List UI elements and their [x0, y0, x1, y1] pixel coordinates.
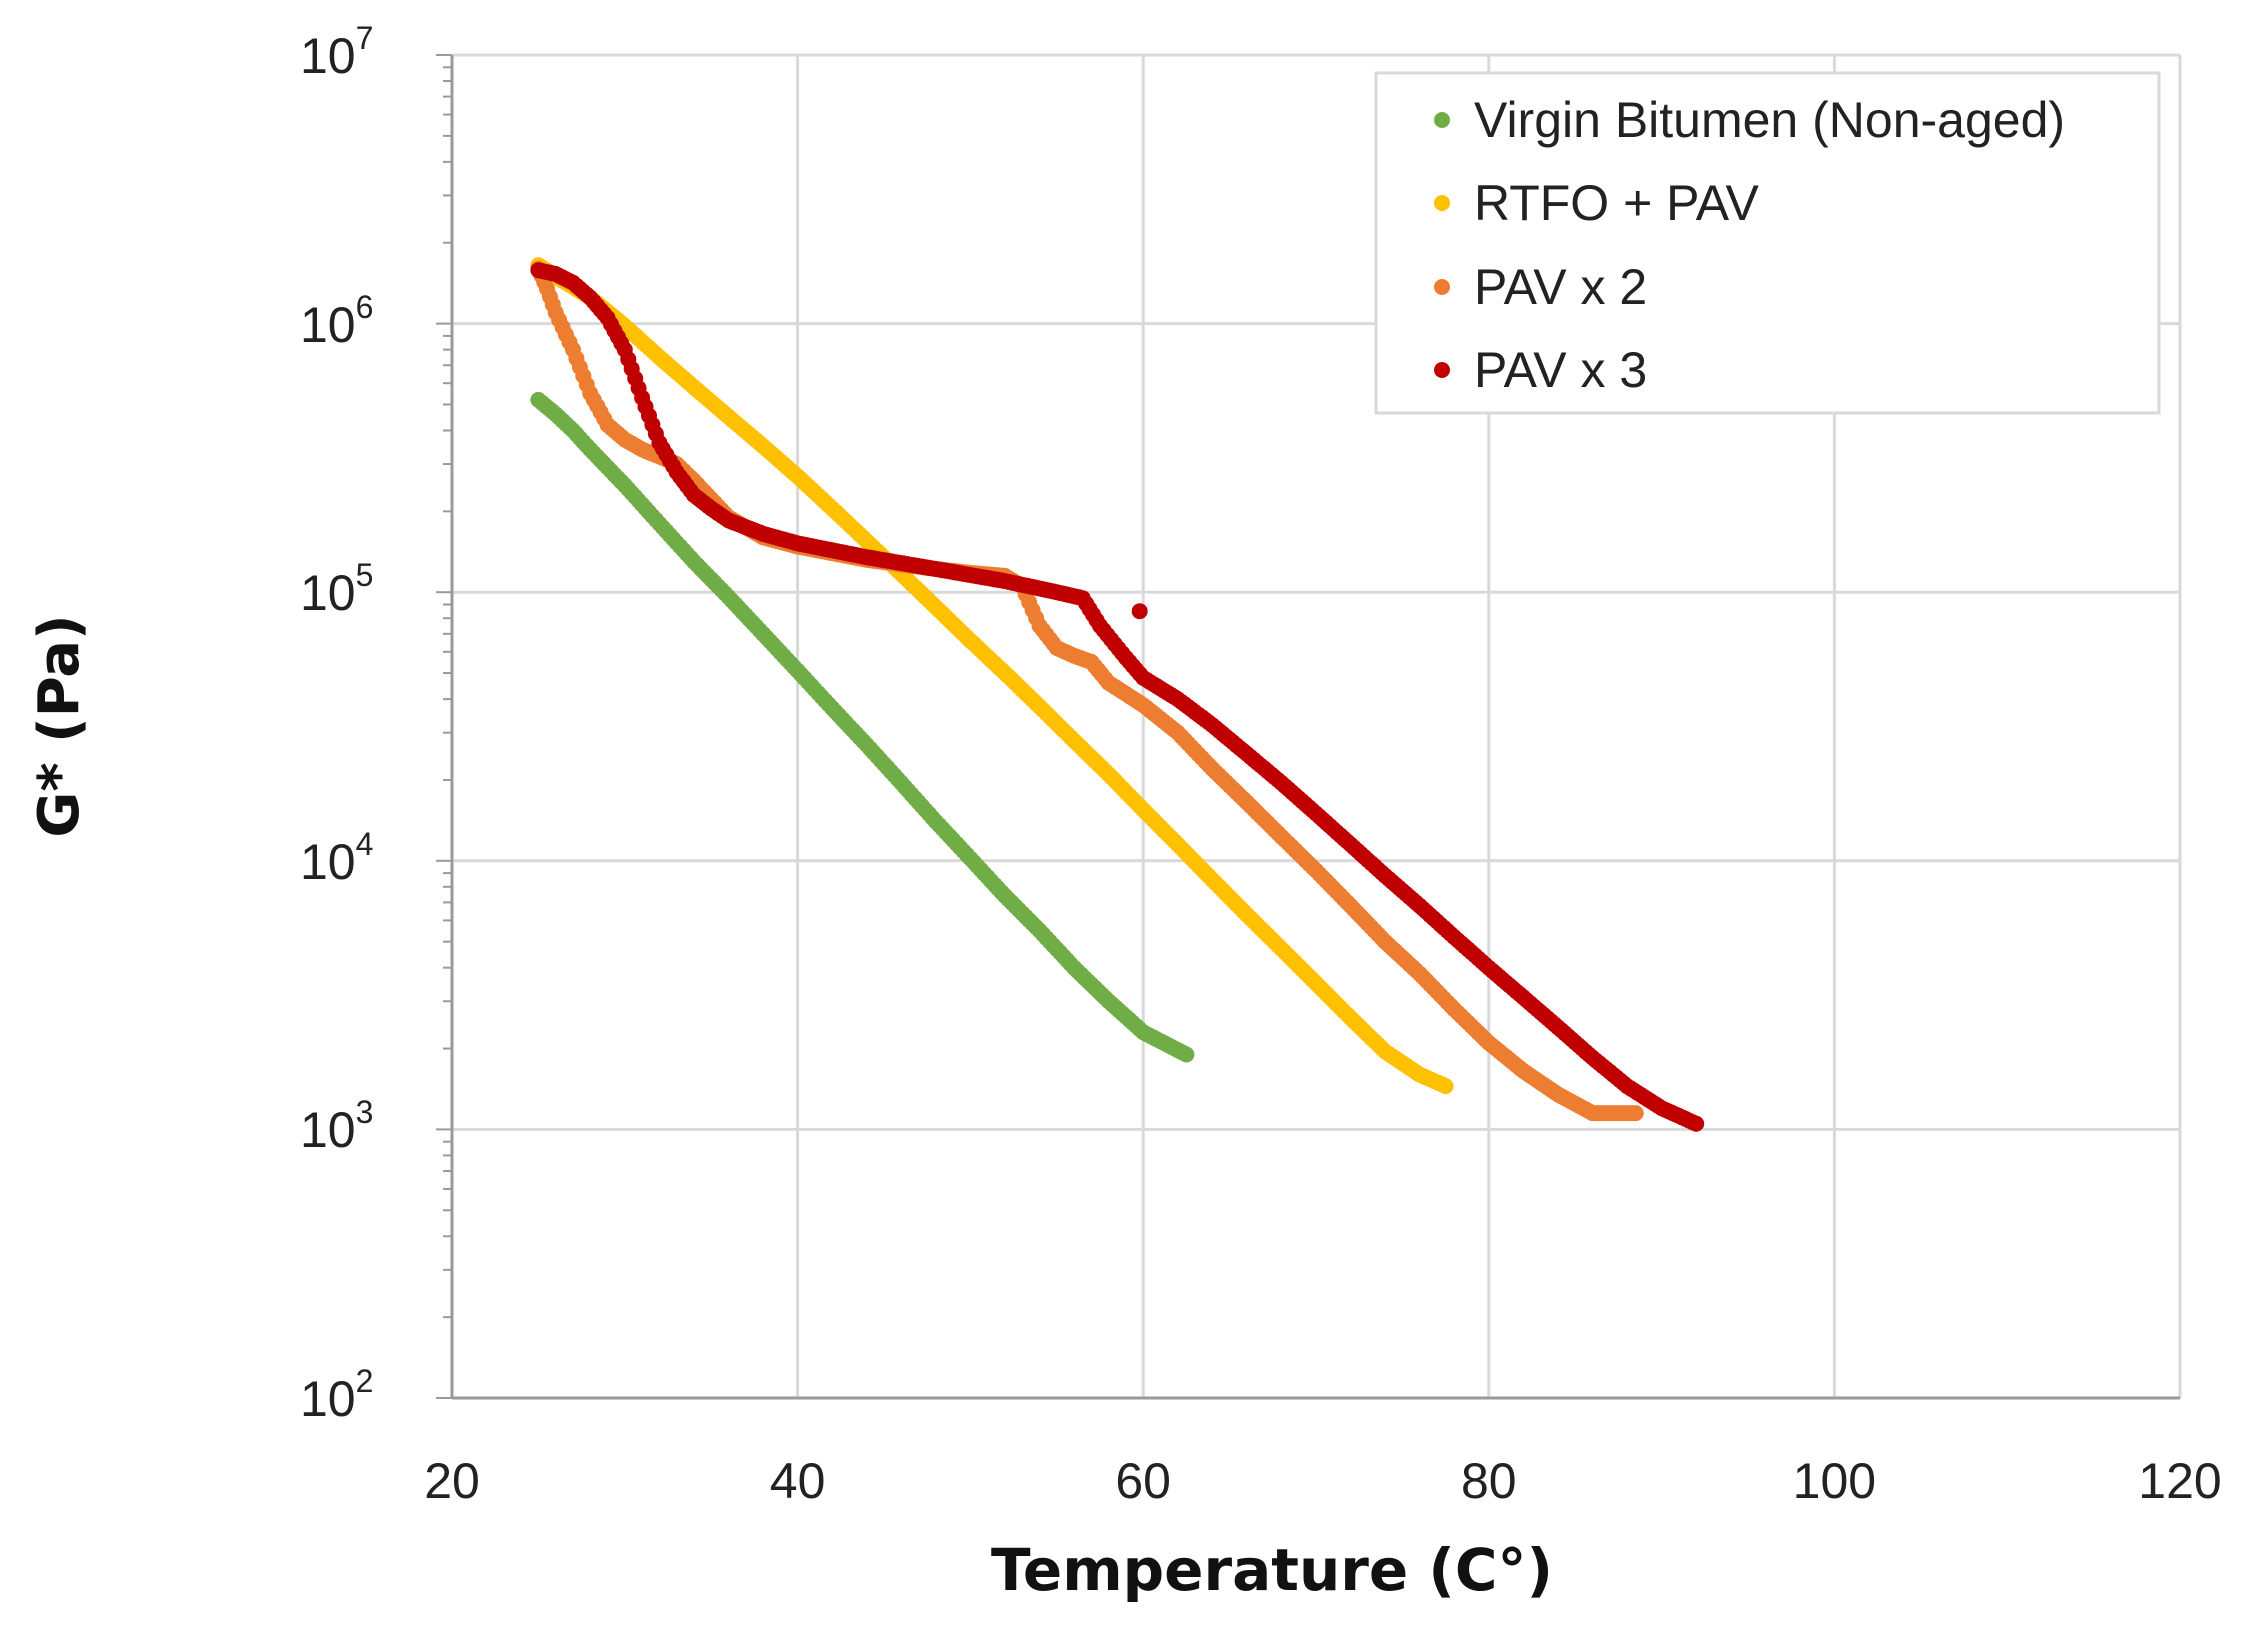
x-tick-label: 80 — [1461, 1453, 1517, 1509]
legend: Virgin Bitumen (Non-aged) RTFO + PAV PAV… — [1374, 71, 2161, 415]
legend-label: PAV x 3 — [1474, 342, 1647, 398]
x-tick-label: 100 — [1793, 1453, 1876, 1509]
legend-box — [1374, 71, 2161, 415]
legend-label: RTFO + PAV — [1474, 175, 1759, 231]
y-tick-label: 102 — [300, 1363, 373, 1427]
series-1 — [530, 391, 1195, 1063]
y-axis-title: G* (Pa) — [27, 614, 92, 837]
legend-label: Virgin Bitumen (Non-aged) — [1474, 92, 2065, 148]
y-tick-labels: 102 103 104 105 106 107 — [300, 20, 373, 1427]
x-tick-label: 40 — [770, 1453, 826, 1509]
x-tick-labels: 20 40 60 80 100 120 — [424, 1453, 2222, 1509]
y-tick-label: 103 — [300, 1094, 373, 1158]
data-point — [1627, 1105, 1644, 1122]
series-layer — [530, 257, 1705, 1132]
y-tick-label: 106 — [300, 289, 373, 353]
series-3 — [530, 260, 1644, 1122]
x-tick-label: 20 — [424, 1453, 480, 1509]
y-tick-label: 107 — [300, 20, 373, 84]
legend-marker — [1434, 195, 1450, 211]
legend-label: PAV x 2 — [1474, 259, 1647, 315]
data-point — [1688, 1115, 1705, 1132]
data-point — [1131, 603, 1148, 620]
legend-marker — [1434, 112, 1450, 128]
series-5 — [1131, 603, 1148, 620]
x-tick-label: 60 — [1115, 1453, 1171, 1509]
y-tick-label: 105 — [300, 557, 373, 621]
x-tick-label: 120 — [2138, 1453, 2221, 1509]
legend-marker — [1434, 279, 1450, 295]
y-tick-label: 104 — [300, 826, 373, 890]
data-point — [1437, 1078, 1454, 1095]
series-4 — [530, 262, 1705, 1132]
x-axis-title: Temperature (C°) — [991, 1536, 1553, 1604]
data-point — [1178, 1046, 1195, 1063]
legend-marker — [1434, 362, 1450, 378]
